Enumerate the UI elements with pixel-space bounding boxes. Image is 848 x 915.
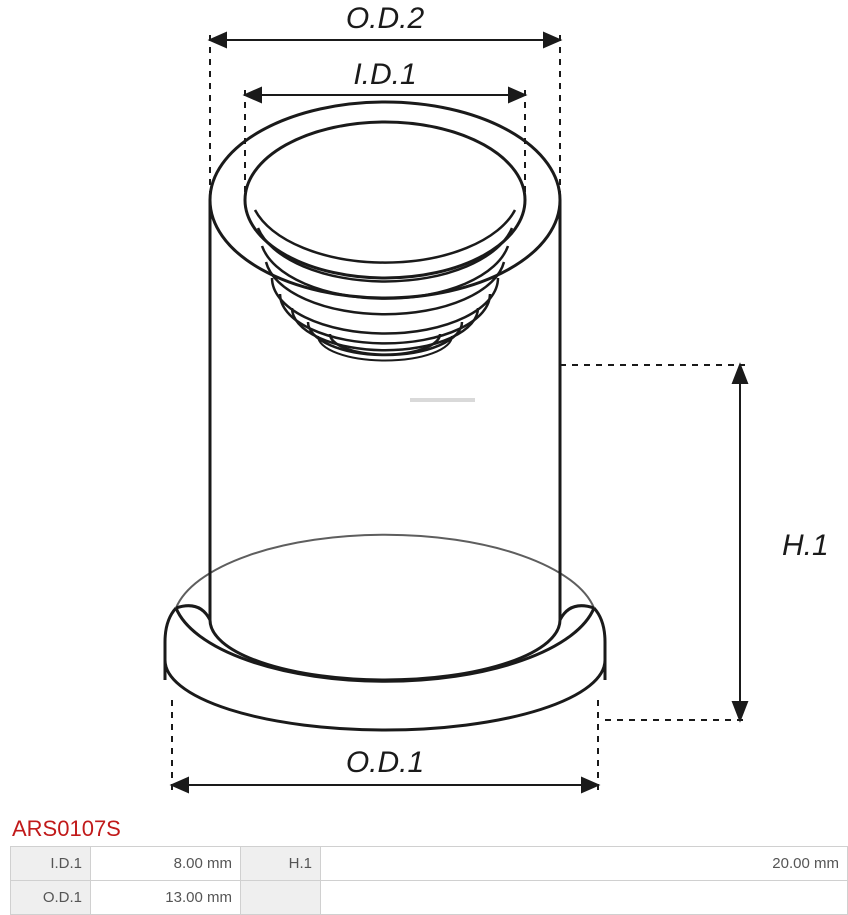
spec-value (321, 881, 848, 915)
dim-label-od2: O.D.2 (346, 2, 425, 35)
spec-label: I.D.1 (11, 847, 91, 881)
spec-value: 13.00 mm (91, 881, 241, 915)
table-row: O.D.1 13.00 mm (11, 881, 848, 915)
spec-value: 8.00 mm (91, 847, 241, 881)
part-number-title: ARS0107S (0, 810, 848, 846)
spec-value: 20.00 mm (321, 847, 848, 881)
table-row: I.D.1 8.00 mm H.1 20.00 mm (11, 847, 848, 881)
spec-table: I.D.1 8.00 mm H.1 20.00 mm O.D.1 13.00 m… (10, 846, 848, 915)
dim-label-od1: O.D.1 (346, 746, 424, 779)
spec-label: H.1 (241, 847, 321, 881)
spec-label (241, 881, 321, 915)
dim-label-id1: I.D.1 (353, 58, 416, 91)
spec-label: O.D.1 (11, 881, 91, 915)
dim-label-h1: H.1 (782, 529, 829, 562)
technical-drawing: O.D.2 I.D.1 H.1 O.D.1 (0, 0, 848, 810)
